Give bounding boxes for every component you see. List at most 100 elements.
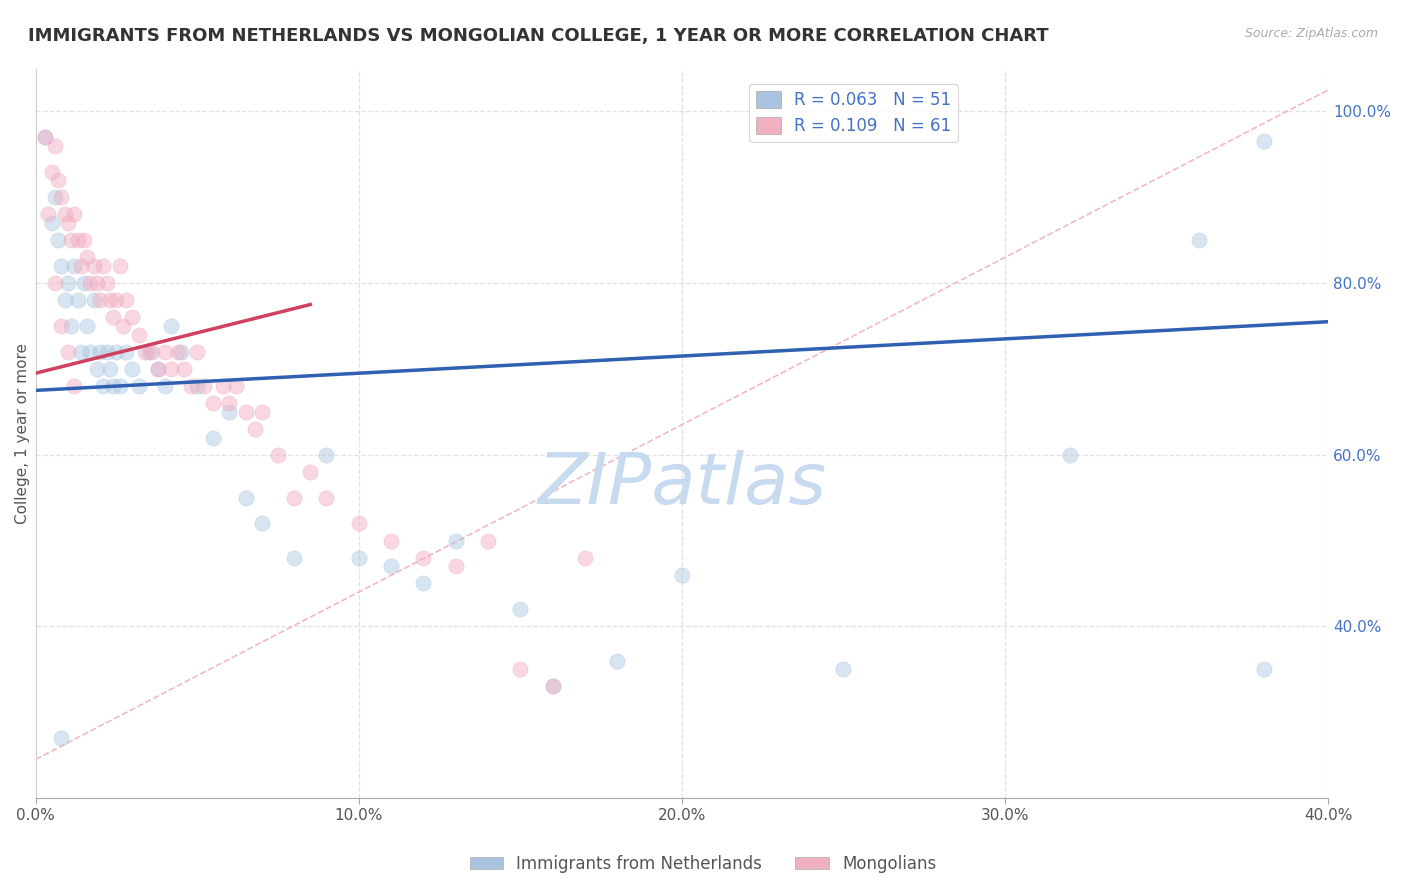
Point bbox=[202, 396, 225, 410]
Point bbox=[153, 379, 176, 393]
Point bbox=[93, 379, 115, 393]
Point bbox=[186, 379, 208, 393]
Point bbox=[101, 310, 124, 325]
Point bbox=[41, 164, 63, 178]
Point bbox=[541, 680, 564, 694]
Point bbox=[235, 491, 257, 505]
Point bbox=[46, 173, 69, 187]
Point bbox=[86, 362, 108, 376]
Point bbox=[101, 379, 124, 393]
Point bbox=[128, 379, 150, 393]
Point bbox=[218, 405, 240, 419]
Point bbox=[235, 405, 257, 419]
Point bbox=[56, 344, 79, 359]
Point bbox=[153, 344, 176, 359]
Point bbox=[69, 259, 91, 273]
Point bbox=[98, 293, 121, 308]
Point bbox=[53, 207, 76, 221]
Point bbox=[412, 576, 434, 591]
Point bbox=[509, 662, 531, 676]
Point bbox=[148, 362, 170, 376]
Point bbox=[41, 216, 63, 230]
Point bbox=[76, 318, 98, 333]
Point bbox=[51, 190, 73, 204]
Point bbox=[60, 233, 83, 247]
Point bbox=[79, 344, 101, 359]
Point bbox=[574, 550, 596, 565]
Point bbox=[86, 276, 108, 290]
Point bbox=[73, 276, 96, 290]
Point bbox=[96, 344, 118, 359]
Point bbox=[121, 310, 143, 325]
Point bbox=[44, 276, 66, 290]
Point bbox=[671, 568, 693, 582]
Point bbox=[160, 362, 183, 376]
Point bbox=[1059, 448, 1081, 462]
Point bbox=[315, 448, 337, 462]
Point bbox=[69, 344, 91, 359]
Point bbox=[56, 276, 79, 290]
Point bbox=[1253, 662, 1275, 676]
Point bbox=[83, 293, 105, 308]
Point bbox=[63, 207, 86, 221]
Point bbox=[212, 379, 235, 393]
Point bbox=[46, 233, 69, 247]
Point bbox=[76, 251, 98, 265]
Point bbox=[51, 731, 73, 745]
Point bbox=[108, 379, 131, 393]
Legend: R = 0.063   N = 51, R = 0.109   N = 61: R = 0.063 N = 51, R = 0.109 N = 61 bbox=[749, 84, 957, 142]
Point bbox=[66, 233, 89, 247]
Point bbox=[98, 362, 121, 376]
Point bbox=[180, 379, 202, 393]
Point bbox=[186, 344, 208, 359]
Point bbox=[53, 293, 76, 308]
Point bbox=[73, 233, 96, 247]
Point bbox=[56, 216, 79, 230]
Point bbox=[380, 533, 402, 548]
Point bbox=[89, 344, 111, 359]
Point bbox=[148, 362, 170, 376]
Point bbox=[166, 344, 188, 359]
Point bbox=[170, 344, 193, 359]
Point bbox=[218, 396, 240, 410]
Point bbox=[444, 559, 467, 574]
Point bbox=[111, 318, 134, 333]
Point bbox=[51, 259, 73, 273]
Point bbox=[1188, 233, 1211, 247]
Point bbox=[245, 422, 267, 436]
Point bbox=[412, 550, 434, 565]
Point bbox=[121, 362, 143, 376]
Point bbox=[283, 491, 305, 505]
Point bbox=[347, 516, 370, 531]
Point bbox=[34, 130, 56, 145]
Point bbox=[105, 344, 128, 359]
Point bbox=[315, 491, 337, 505]
Point bbox=[83, 259, 105, 273]
Point bbox=[37, 207, 59, 221]
Point bbox=[225, 379, 247, 393]
Point bbox=[115, 344, 138, 359]
Point bbox=[160, 318, 183, 333]
Point bbox=[44, 138, 66, 153]
Point bbox=[1253, 135, 1275, 149]
Point bbox=[128, 327, 150, 342]
Point bbox=[477, 533, 499, 548]
Point bbox=[63, 379, 86, 393]
Point bbox=[141, 344, 163, 359]
Point bbox=[283, 550, 305, 565]
Y-axis label: College, 1 year or more: College, 1 year or more bbox=[15, 343, 30, 524]
Point bbox=[832, 662, 855, 676]
Point bbox=[93, 259, 115, 273]
Point bbox=[134, 344, 156, 359]
Point bbox=[108, 259, 131, 273]
Point bbox=[380, 559, 402, 574]
Point bbox=[193, 379, 215, 393]
Point bbox=[115, 293, 138, 308]
Point bbox=[89, 293, 111, 308]
Point bbox=[51, 318, 73, 333]
Point bbox=[250, 405, 273, 419]
Point bbox=[509, 602, 531, 616]
Point bbox=[347, 550, 370, 565]
Text: Source: ZipAtlas.com: Source: ZipAtlas.com bbox=[1244, 27, 1378, 40]
Point bbox=[173, 362, 195, 376]
